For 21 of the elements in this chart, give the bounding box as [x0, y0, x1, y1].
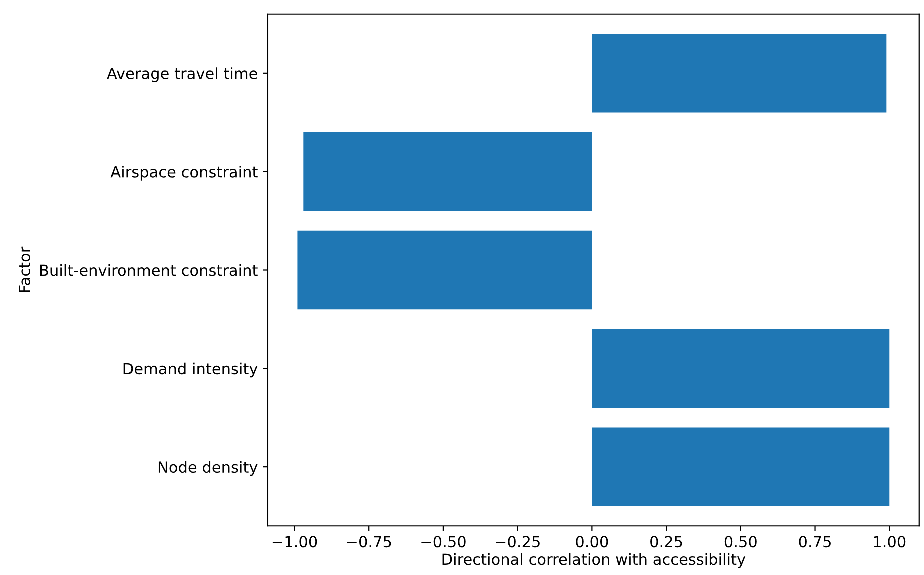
- x-tick-label: 0.25: [650, 536, 682, 548]
- y-axis-title: Factor: [19, 246, 30, 292]
- x-tick-label: 0.75: [799, 536, 831, 548]
- bar: [592, 428, 890, 506]
- y-tick-label: Node density: [158, 461, 258, 476]
- x-tick-label: 0.50: [724, 536, 757, 548]
- x-tick-label: −0.75: [347, 536, 392, 548]
- bar: [304, 132, 592, 212]
- x-axis-title: Directional correlation with accessibility: [442, 553, 746, 568]
- x-tick-label: −0.50: [422, 536, 466, 548]
- bar: [298, 230, 592, 310]
- x-tick-label: −0.25: [496, 536, 540, 548]
- bar: [592, 329, 890, 408]
- y-tick-label: Demand intensity: [124, 362, 258, 378]
- y-tick-label: Average travel time: [107, 68, 258, 82]
- x-tick-label: 0.00: [576, 536, 608, 548]
- x-tick-label: −1.00: [272, 536, 318, 548]
- bar: [592, 34, 887, 113]
- x-tick-label: 1.00: [874, 536, 906, 548]
- y-tick-label: Airspace constraint: [110, 166, 258, 181]
- y-tick-label: Built-environment constraint: [40, 264, 258, 276]
